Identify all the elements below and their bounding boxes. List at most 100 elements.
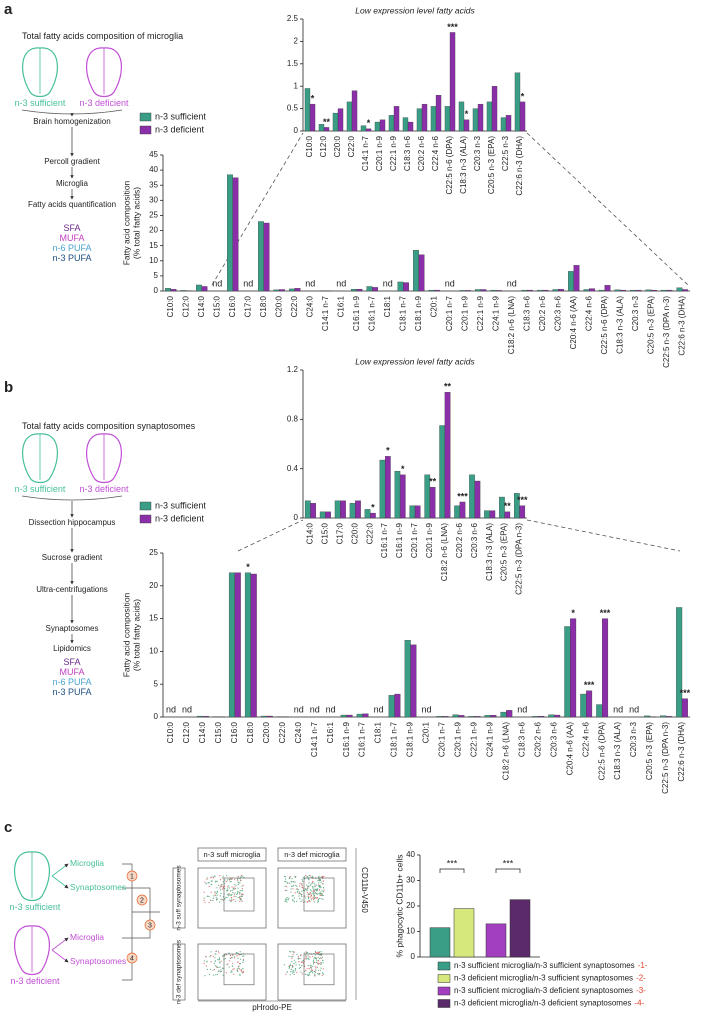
facs-event: [310, 967, 312, 969]
significance: ***: [447, 22, 458, 32]
facs-event: [291, 899, 294, 901]
facs-event: [312, 961, 314, 963]
facs-event: [315, 897, 317, 899]
facs-event: [242, 875, 244, 877]
facs-event: [293, 973, 295, 976]
facs-event: [313, 897, 315, 899]
facs-event: [214, 965, 216, 967]
bar: [568, 271, 574, 292]
facs-event: [315, 888, 318, 891]
x-tick-label: C16:1 n-9: [352, 295, 361, 331]
x-tick-label: C14:1 n-7: [361, 135, 370, 171]
facs-event: [290, 951, 292, 953]
facs-event: [219, 901, 221, 903]
facs-event: [308, 893, 310, 896]
facs-event: [292, 954, 294, 956]
x-tick-label: C17:0: [335, 522, 344, 544]
x-tick-label: C20:5 n-3 (EPA): [500, 523, 509, 581]
x-tick-label: C15:0: [214, 721, 223, 743]
significance: **: [429, 477, 437, 487]
facs-event: [213, 895, 215, 897]
facs-event: [240, 879, 242, 881]
facs-event: [315, 959, 318, 961]
bar: [404, 640, 411, 718]
panel-label: c: [4, 819, 13, 836]
legend-label: n-3 deficient: [155, 513, 205, 523]
facs-event: [306, 974, 308, 976]
facs-event: [286, 889, 288, 892]
x-tick-label: C18:3 n-6: [522, 295, 531, 331]
x-tick-label: C20:1 n-9: [454, 721, 463, 757]
legend-swatch: [139, 514, 152, 524]
x-tick-label: C18:2 n-6 (LNA): [507, 296, 516, 355]
x-tick-label: C18:2 n-6 (LNA): [501, 722, 510, 781]
facs-x-label: pHrodo-PE: [252, 1003, 292, 1012]
facs-event: [297, 890, 299, 892]
bar: [250, 573, 257, 718]
facs-event: [238, 967, 240, 969]
facs-event: [308, 968, 310, 970]
facs-event: [322, 891, 325, 893]
facs-event: [318, 958, 320, 960]
bar: [379, 119, 386, 132]
brain-outline: [22, 433, 58, 484]
condition-badge: [126, 870, 138, 882]
facs-event: [290, 888, 292, 890]
facs-event: [306, 891, 309, 894]
facs-event: [218, 958, 221, 960]
x-tick-label: C22:6 n-3 (DHA): [677, 722, 686, 782]
bar: [558, 289, 564, 292]
facs-event: [287, 882, 289, 884]
bar: [266, 715, 273, 718]
facs-event: [309, 956, 311, 958]
x-tick-label: C22:5 n-3 (DPA n-3): [515, 523, 524, 595]
facs-event: [216, 973, 219, 976]
x-tick-label: C22:1 n-9: [476, 295, 485, 331]
facs-event: [232, 888, 234, 890]
fraction-label: Microglia: [70, 932, 105, 942]
facs-event: [205, 965, 207, 967]
facs-event: [319, 885, 321, 887]
facs-event: [294, 881, 296, 883]
facs-event: [233, 895, 235, 897]
facs-event: [294, 892, 296, 894]
facs-event: [239, 973, 241, 975]
facs-event: [311, 955, 314, 957]
facs-event: [311, 882, 313, 884]
bar: [170, 289, 177, 292]
facs-event: [220, 970, 223, 973]
facs-event: [309, 892, 311, 894]
facs-event: [293, 971, 295, 974]
column-header-box: [197, 847, 267, 862]
facs-event: [295, 888, 297, 890]
facs-event: [317, 956, 319, 958]
bar: [428, 289, 435, 292]
facs-event: [318, 880, 320, 882]
x-tick-label: C16:0: [228, 295, 237, 317]
bar: [458, 715, 465, 718]
facs-event: [291, 964, 294, 967]
facs-event: [242, 884, 244, 886]
facs-event: [304, 973, 306, 976]
bar: [399, 474, 406, 519]
facs-event: [239, 951, 241, 953]
bar: [403, 282, 409, 292]
facs-event: [242, 955, 244, 957]
facs-event: [240, 970, 243, 972]
bar: [201, 286, 208, 292]
facs-event: [314, 975, 316, 977]
facs-event: [215, 950, 217, 953]
x-tick-label: C18:3 n-3 (ALA): [613, 722, 622, 780]
facs-event: [318, 954, 320, 956]
facs-event: [217, 959, 219, 961]
facs-event: [224, 954, 226, 956]
bar: [552, 289, 559, 292]
facs-event: [292, 884, 295, 887]
facs-event: [222, 875, 224, 877]
facs-event: [306, 901, 308, 903]
bar: [356, 289, 363, 292]
facs-event: [226, 893, 228, 896]
significance: *: [371, 502, 375, 512]
x-tick-label: C22:6 n-3 (DHA): [677, 296, 686, 356]
value-label: nd: [212, 278, 222, 288]
